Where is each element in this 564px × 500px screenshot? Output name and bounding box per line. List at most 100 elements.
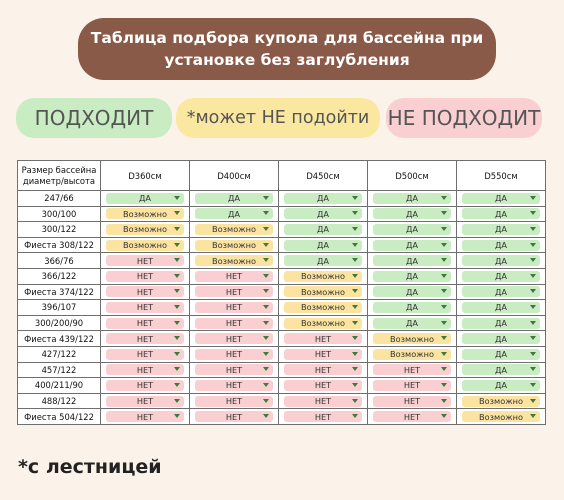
dropdown-arrow-icon[interactable]	[174, 258, 180, 263]
dropdown-arrow-icon[interactable]	[174, 273, 180, 278]
compatibility-dropdown[interactable]: ДА	[284, 255, 362, 267]
dropdown-arrow-icon[interactable]	[352, 367, 358, 372]
dropdown-arrow-icon[interactable]	[530, 414, 536, 419]
dropdown-arrow-icon[interactable]	[441, 320, 447, 325]
dropdown-arrow-icon[interactable]	[441, 382, 447, 387]
compatibility-dropdown[interactable]: НЕТ	[284, 364, 362, 376]
compatibility-dropdown[interactable]: НЕТ	[284, 379, 362, 391]
compatibility-dropdown[interactable]: НЕТ	[284, 411, 362, 423]
compatibility-dropdown[interactable]: Возможно	[462, 411, 540, 423]
compatibility-dropdown[interactable]: ДА	[284, 192, 362, 204]
compatibility-dropdown[interactable]: Возможно	[462, 395, 540, 407]
dropdown-arrow-icon[interactable]	[530, 211, 536, 216]
compatibility-dropdown[interactable]: НЕТ	[195, 333, 273, 345]
dropdown-arrow-icon[interactable]	[441, 273, 447, 278]
compatibility-dropdown[interactable]: ДА	[462, 301, 540, 313]
dropdown-arrow-icon[interactable]	[352, 398, 358, 403]
compatibility-dropdown[interactable]: ДА	[373, 317, 451, 329]
dropdown-arrow-icon[interactable]	[174, 304, 180, 309]
dropdown-arrow-icon[interactable]	[263, 273, 269, 278]
dropdown-arrow-icon[interactable]	[441, 226, 447, 231]
compatibility-dropdown[interactable]: ДА	[195, 192, 273, 204]
compatibility-dropdown[interactable]: ДА	[373, 255, 451, 267]
compatibility-dropdown[interactable]: Возможно	[284, 301, 362, 313]
compatibility-dropdown[interactable]: НЕТ	[284, 348, 362, 360]
compatibility-dropdown[interactable]: НЕТ	[373, 395, 451, 407]
compatibility-dropdown[interactable]: НЕТ	[106, 255, 184, 267]
dropdown-arrow-icon[interactable]	[263, 211, 269, 216]
dropdown-arrow-icon[interactable]	[174, 336, 180, 341]
compatibility-dropdown[interactable]: ДА	[462, 270, 540, 282]
dropdown-arrow-icon[interactable]	[441, 195, 447, 200]
dropdown-arrow-icon[interactable]	[352, 414, 358, 419]
dropdown-arrow-icon[interactable]	[352, 211, 358, 216]
dropdown-arrow-icon[interactable]	[174, 351, 180, 356]
compatibility-dropdown[interactable]: ДА	[462, 192, 540, 204]
compatibility-dropdown[interactable]: ДА	[373, 286, 451, 298]
compatibility-dropdown[interactable]: НЕТ	[106, 301, 184, 313]
dropdown-arrow-icon[interactable]	[530, 242, 536, 247]
compatibility-dropdown[interactable]: Возможно	[195, 223, 273, 235]
compatibility-dropdown[interactable]: НЕТ	[106, 317, 184, 329]
dropdown-arrow-icon[interactable]	[263, 398, 269, 403]
dropdown-arrow-icon[interactable]	[352, 351, 358, 356]
compatibility-dropdown[interactable]: НЕТ	[195, 301, 273, 313]
compatibility-dropdown[interactable]: ДА	[373, 301, 451, 313]
compatibility-dropdown[interactable]: Возможно	[284, 317, 362, 329]
dropdown-arrow-icon[interactable]	[352, 258, 358, 263]
dropdown-arrow-icon[interactable]	[441, 211, 447, 216]
dropdown-arrow-icon[interactable]	[441, 258, 447, 263]
dropdown-arrow-icon[interactable]	[352, 273, 358, 278]
dropdown-arrow-icon[interactable]	[263, 336, 269, 341]
dropdown-arrow-icon[interactable]	[174, 211, 180, 216]
dropdown-arrow-icon[interactable]	[352, 195, 358, 200]
dropdown-arrow-icon[interactable]	[352, 336, 358, 341]
compatibility-dropdown[interactable]: НЕТ	[106, 379, 184, 391]
dropdown-arrow-icon[interactable]	[174, 382, 180, 387]
compatibility-dropdown[interactable]: ДА	[462, 255, 540, 267]
dropdown-arrow-icon[interactable]	[263, 382, 269, 387]
dropdown-arrow-icon[interactable]	[441, 304, 447, 309]
dropdown-arrow-icon[interactable]	[441, 289, 447, 294]
compatibility-dropdown[interactable]: ДА	[462, 286, 540, 298]
dropdown-arrow-icon[interactable]	[263, 289, 269, 294]
compatibility-dropdown[interactable]: НЕТ	[195, 317, 273, 329]
compatibility-dropdown[interactable]: ДА	[462, 317, 540, 329]
compatibility-dropdown[interactable]: Возможно	[373, 348, 451, 360]
dropdown-arrow-icon[interactable]	[263, 367, 269, 372]
dropdown-arrow-icon[interactable]	[441, 242, 447, 247]
compatibility-dropdown[interactable]: НЕТ	[195, 411, 273, 423]
compatibility-dropdown[interactable]: НЕТ	[195, 379, 273, 391]
compatibility-dropdown[interactable]: ДА	[462, 208, 540, 220]
dropdown-arrow-icon[interactable]	[263, 304, 269, 309]
compatibility-dropdown[interactable]: ДА	[373, 208, 451, 220]
compatibility-dropdown[interactable]: ДА	[373, 239, 451, 251]
compatibility-dropdown[interactable]: НЕТ	[195, 286, 273, 298]
dropdown-arrow-icon[interactable]	[352, 226, 358, 231]
dropdown-arrow-icon[interactable]	[174, 242, 180, 247]
compatibility-dropdown[interactable]: НЕТ	[106, 333, 184, 345]
dropdown-arrow-icon[interactable]	[530, 351, 536, 356]
compatibility-dropdown[interactable]: ДА	[195, 208, 273, 220]
compatibility-dropdown[interactable]: ДА	[284, 208, 362, 220]
compatibility-dropdown[interactable]: ДА	[373, 192, 451, 204]
compatibility-dropdown[interactable]: НЕТ	[284, 333, 362, 345]
compatibility-dropdown[interactable]: НЕТ	[106, 411, 184, 423]
dropdown-arrow-icon[interactable]	[530, 289, 536, 294]
dropdown-arrow-icon[interactable]	[352, 242, 358, 247]
compatibility-dropdown[interactable]: НЕТ	[195, 364, 273, 376]
compatibility-dropdown[interactable]: НЕТ	[195, 270, 273, 282]
dropdown-arrow-icon[interactable]	[263, 320, 269, 325]
compatibility-dropdown[interactable]: ДА	[462, 364, 540, 376]
compatibility-dropdown[interactable]: НЕТ	[106, 395, 184, 407]
compatibility-dropdown[interactable]: НЕТ	[373, 379, 451, 391]
compatibility-dropdown[interactable]: Возможно	[195, 255, 273, 267]
dropdown-arrow-icon[interactable]	[174, 289, 180, 294]
dropdown-arrow-icon[interactable]	[174, 195, 180, 200]
dropdown-arrow-icon[interactable]	[263, 226, 269, 231]
dropdown-arrow-icon[interactable]	[441, 336, 447, 341]
dropdown-arrow-icon[interactable]	[441, 398, 447, 403]
dropdown-arrow-icon[interactable]	[441, 351, 447, 356]
compatibility-dropdown[interactable]: Возможно	[284, 270, 362, 282]
compatibility-dropdown[interactable]: ДА	[284, 239, 362, 251]
